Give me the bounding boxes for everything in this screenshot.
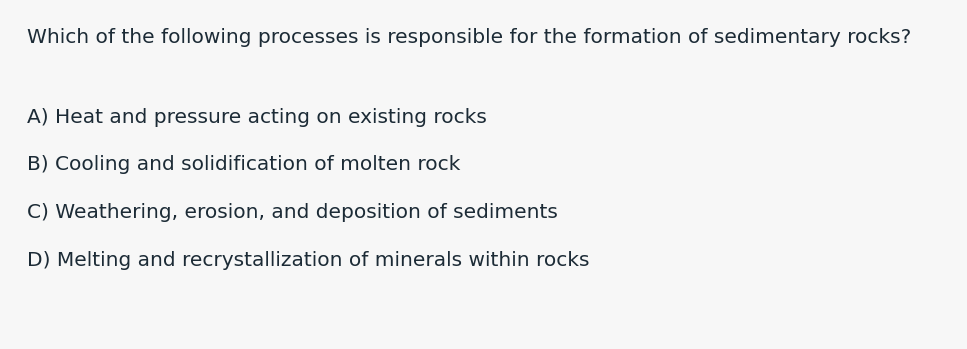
Text: C) Weathering, erosion, and deposition of sediments: C) Weathering, erosion, and deposition o… [27,203,558,222]
Text: D) Melting and recrystallization of minerals within rocks: D) Melting and recrystallization of mine… [27,251,590,270]
Text: Which of the following processes is responsible for the formation of sedimentary: Which of the following processes is resp… [27,28,911,47]
Text: A) Heat and pressure acting on existing rocks: A) Heat and pressure acting on existing … [27,108,486,127]
Text: B) Cooling and solidification of molten rock: B) Cooling and solidification of molten … [27,155,460,174]
